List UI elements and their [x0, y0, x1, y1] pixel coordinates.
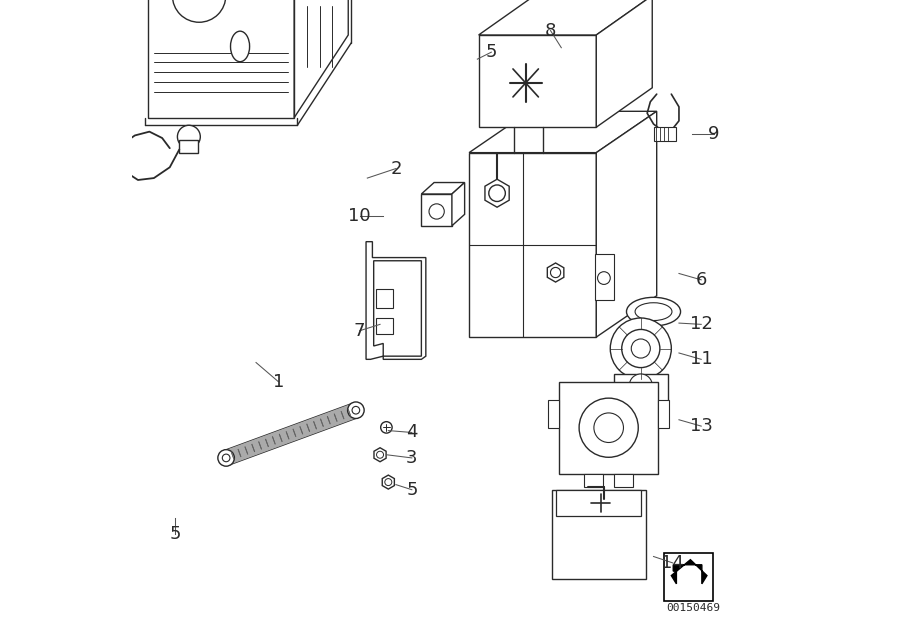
Polygon shape: [479, 35, 597, 127]
Polygon shape: [597, 0, 652, 127]
Bar: [375, 318, 393, 334]
Text: 13: 13: [689, 417, 713, 435]
Circle shape: [222, 454, 230, 462]
Ellipse shape: [626, 297, 680, 326]
Bar: [653, 127, 676, 141]
Bar: [595, 254, 614, 300]
Bar: [584, 474, 603, 487]
Ellipse shape: [230, 31, 249, 62]
Polygon shape: [479, 0, 652, 35]
Circle shape: [629, 374, 652, 397]
Circle shape: [551, 268, 561, 277]
Circle shape: [622, 329, 660, 368]
Bar: [375, 289, 393, 308]
Circle shape: [491, 186, 504, 200]
Circle shape: [120, 169, 126, 175]
Circle shape: [385, 479, 392, 486]
Text: 8: 8: [544, 22, 556, 39]
Polygon shape: [469, 153, 597, 337]
Polygon shape: [452, 183, 464, 226]
Circle shape: [551, 267, 561, 277]
Text: 11: 11: [689, 350, 713, 368]
Circle shape: [173, 0, 226, 22]
Text: 12: 12: [689, 315, 713, 333]
Bar: [548, 400, 560, 427]
Bar: [560, 382, 658, 474]
Bar: [421, 194, 452, 226]
Text: 14: 14: [662, 554, 684, 572]
Polygon shape: [421, 183, 464, 194]
Text: 5: 5: [169, 525, 181, 543]
Circle shape: [347, 402, 365, 418]
Bar: [614, 374, 668, 401]
Text: 2: 2: [391, 160, 401, 177]
Text: 4: 4: [406, 424, 418, 441]
Polygon shape: [469, 111, 657, 153]
Polygon shape: [485, 179, 509, 207]
Circle shape: [598, 272, 610, 284]
Circle shape: [376, 451, 383, 458]
Circle shape: [610, 318, 671, 379]
Polygon shape: [117, 189, 129, 203]
Circle shape: [594, 413, 624, 443]
Circle shape: [489, 185, 505, 202]
Bar: [552, 490, 646, 579]
Bar: [179, 140, 198, 153]
Circle shape: [579, 398, 638, 457]
Circle shape: [631, 339, 651, 358]
Text: 5: 5: [406, 481, 418, 499]
Bar: [614, 474, 633, 487]
Circle shape: [115, 164, 130, 179]
Bar: [663, 553, 714, 601]
Text: 7: 7: [354, 322, 365, 340]
Polygon shape: [382, 475, 394, 489]
Circle shape: [119, 192, 126, 200]
Circle shape: [177, 125, 201, 148]
Text: 3: 3: [406, 449, 418, 467]
Circle shape: [352, 406, 360, 414]
Polygon shape: [366, 242, 426, 359]
Bar: [658, 400, 670, 427]
Text: 1: 1: [273, 373, 284, 391]
Polygon shape: [671, 560, 706, 584]
Text: 9: 9: [708, 125, 720, 142]
Text: 00150469: 00150469: [666, 603, 720, 613]
Circle shape: [218, 450, 234, 466]
Ellipse shape: [635, 303, 672, 321]
Text: 6: 6: [696, 271, 706, 289]
Circle shape: [429, 204, 445, 219]
Polygon shape: [374, 448, 386, 462]
Circle shape: [381, 422, 392, 433]
Text: 10: 10: [348, 207, 371, 225]
Polygon shape: [547, 263, 563, 282]
Bar: [556, 490, 641, 516]
Polygon shape: [597, 111, 657, 337]
Text: 5: 5: [486, 43, 497, 61]
